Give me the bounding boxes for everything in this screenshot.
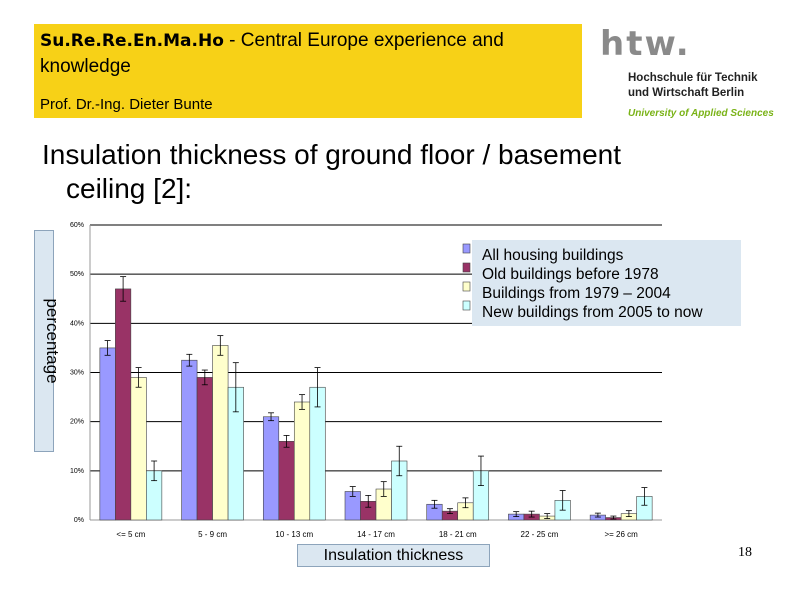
slide-title: Insulation thickness of ground floor / b… [42, 138, 742, 206]
header-title-bold: Su.Re.Re.En.Ma.Ho [40, 31, 224, 51]
bar [99, 347, 116, 521]
header-title-rest: - Central Europe experience and knowledg… [40, 30, 504, 77]
header-box: Su.Re.Re.En.Ma.Ho - Central Europe exper… [34, 24, 582, 118]
y-tick-label: 40% [70, 320, 84, 327]
legend-swatch [462, 243, 471, 254]
y-tick-label: 50% [70, 271, 84, 278]
x-tick-label: 5 - 9 cm [198, 530, 227, 539]
legend: All housing buildings Old buildings befo… [472, 240, 741, 326]
bar [293, 401, 311, 521]
y-tick-label: 60% [70, 222, 84, 229]
legend-item-4: New buildings from 2005 to now [482, 304, 703, 321]
y-tick-label: 30% [70, 370, 84, 377]
page-number: 18 [738, 545, 752, 560]
bar [278, 441, 295, 521]
htw-logo: htw. Hochschule für Technik und Wirtscha… [600, 24, 774, 124]
slide-title-line-2: ceiling [2]: [66, 173, 193, 204]
header-author: Prof. Dr.-Ing. Dieter Bunte [40, 96, 213, 113]
x-tick-label: 10 - 13 cm [275, 530, 313, 539]
bar [212, 345, 229, 521]
legend-item-3: Buildings from 1979 – 2004 [482, 285, 671, 302]
logo-line-1: Hochschule für Technik [628, 72, 758, 84]
logo-line-3: University of Applied Sciences [628, 108, 774, 119]
bar [130, 377, 147, 521]
legend-item-2: Old buildings before 1978 [482, 266, 659, 283]
bar [196, 377, 213, 521]
y-axis-label: percentage [43, 298, 62, 384]
htw-logo-mark: htw. [600, 24, 691, 64]
y-axis-label-box: percentage [34, 230, 62, 452]
bar [115, 288, 132, 521]
slide-title-line-1: Insulation thickness of ground floor / b… [42, 139, 622, 170]
legend-swatch [462, 262, 471, 273]
header-title: Su.Re.Re.En.Ma.Ho - Central Europe exper… [40, 28, 580, 80]
legend-item-1: All housing buildings [482, 247, 624, 264]
bar [181, 359, 198, 521]
bar [262, 416, 280, 521]
x-axis-label: Insulation thickness [297, 544, 490, 567]
x-tick-label: 22 - 25 cm [521, 530, 559, 539]
legend-swatch [462, 281, 471, 292]
legend-swatch [462, 300, 471, 311]
x-tick-label: >= 26 cm [604, 530, 638, 539]
logo-line-2: und Wirtschaft Berlin [628, 87, 745, 99]
x-tick-label: <= 5 cm [116, 530, 145, 539]
x-tick-label: 14 - 17 cm [357, 530, 395, 539]
y-tick-label: 20% [70, 419, 84, 426]
y-tick-label: 0% [74, 517, 84, 524]
y-tick-label: 10% [70, 468, 84, 475]
x-tick-label: 18 - 21 cm [439, 530, 477, 539]
